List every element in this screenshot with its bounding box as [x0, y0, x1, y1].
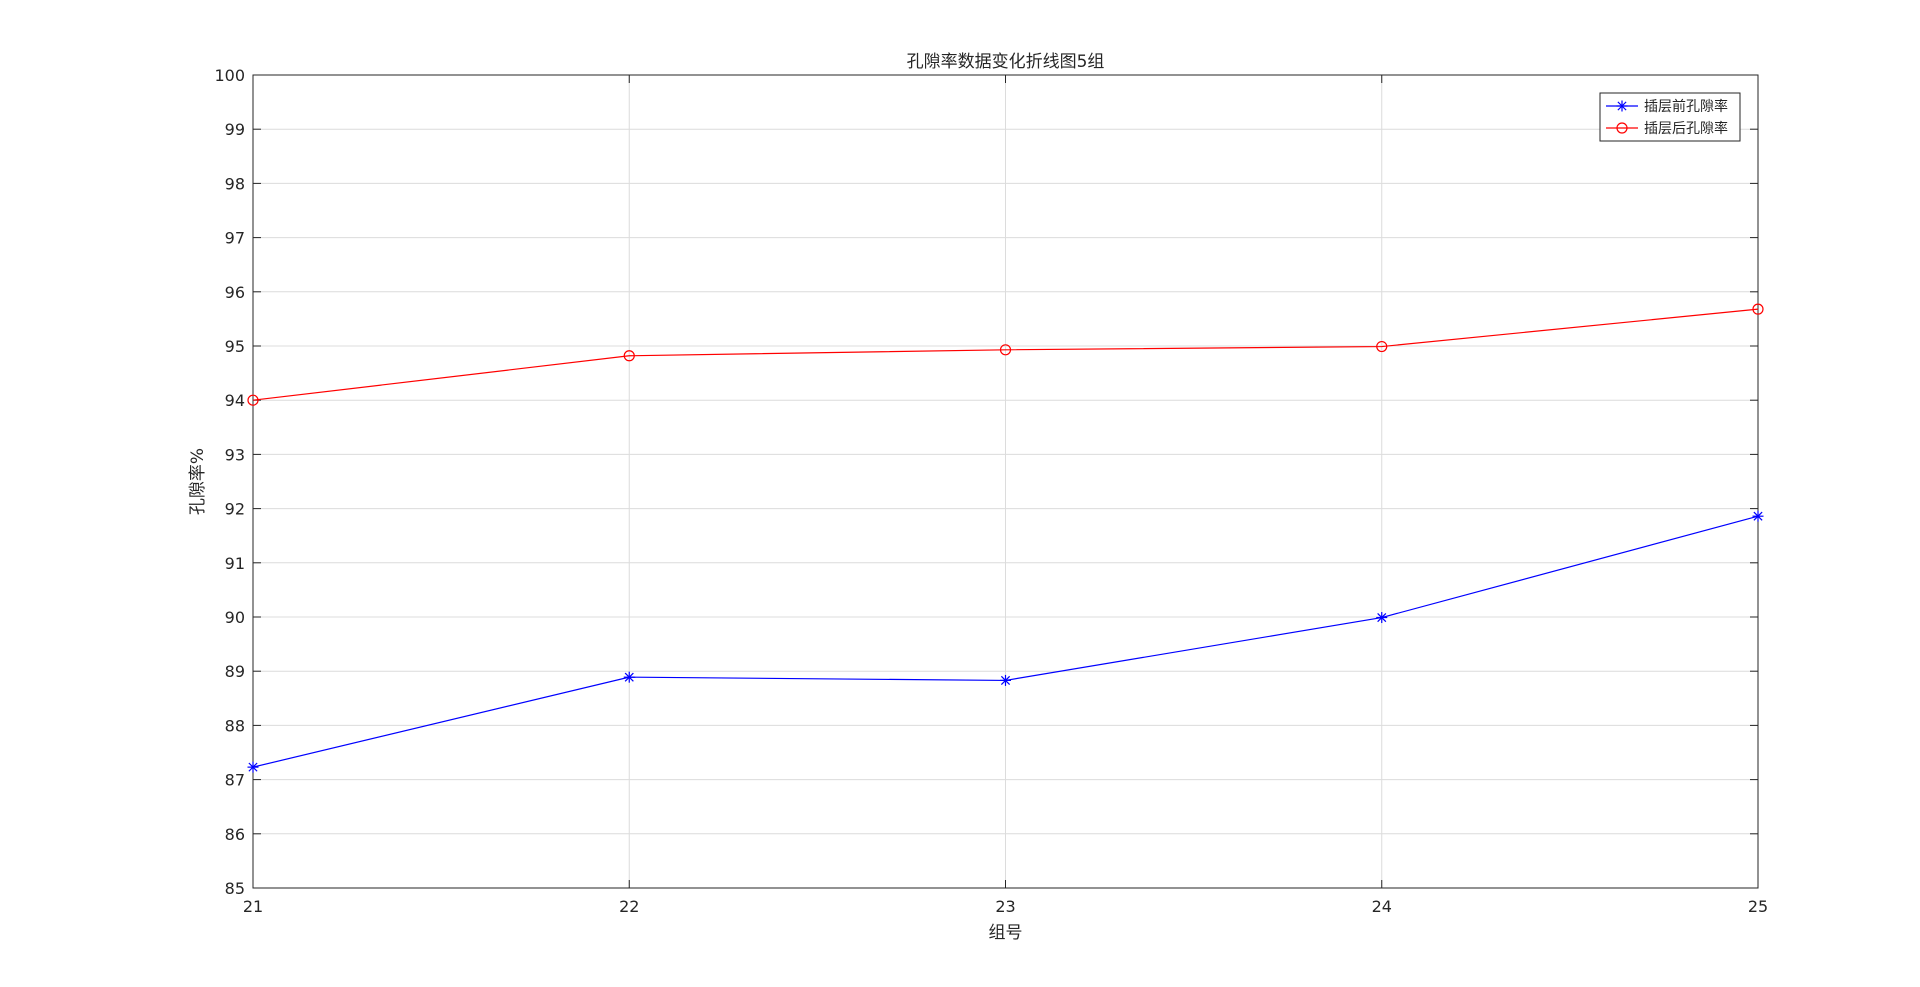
- chart-title: 孔隙率数据变化折线图5组: [907, 52, 1105, 72]
- y-tick-label: 95: [225, 337, 245, 356]
- y-tick-label: 85: [225, 879, 245, 898]
- y-axis-title: 孔隙率%: [188, 448, 208, 515]
- y-tick-label: 100: [214, 66, 245, 85]
- data-point: [1752, 303, 1764, 315]
- series-2: [247, 303, 1764, 406]
- y-tick-label: 96: [225, 283, 245, 302]
- data-point: [247, 394, 259, 406]
- data-point: [623, 671, 635, 683]
- x-axis-title: 组号: [989, 923, 1023, 943]
- legend-marker: [1616, 122, 1628, 134]
- series-layer: [247, 303, 1764, 773]
- y-tick-label: 88: [225, 716, 245, 735]
- legend-item: 插层前孔隙率: [1606, 98, 1728, 115]
- y-tick-label: 98: [225, 174, 245, 193]
- y-tick-label: 86: [225, 825, 245, 844]
- legend-label: 插层前孔隙率: [1644, 98, 1728, 115]
- data-point: [999, 344, 1012, 356]
- series-line: [252, 308, 1759, 401]
- y-tick-label: 87: [225, 771, 245, 790]
- y-tick-label: 92: [225, 500, 245, 519]
- x-tick-label: 23: [995, 897, 1015, 916]
- y-tick-label: 99: [225, 120, 245, 139]
- data-point: [1752, 510, 1764, 522]
- x-tick-label: 22: [619, 897, 639, 916]
- data-point: [1376, 612, 1388, 624]
- legend-label: 插层后孔隙率: [1644, 120, 1728, 137]
- data-point: [1376, 340, 1388, 353]
- x-tick-label: 21: [243, 897, 263, 916]
- y-tick-label: 89: [225, 662, 245, 681]
- y-tick-label: 94: [225, 391, 245, 410]
- legend-item: 插层后孔隙率: [1606, 120, 1728, 137]
- data-point: [247, 761, 259, 773]
- ticks: 85 86 87 88 89 90 91 92 93 94 95 96 97 98 99 100 21 22 23 2…: [214, 66, 1768, 916]
- y-tick-label: 91: [225, 554, 245, 573]
- x-tick-label: 24: [1372, 897, 1392, 916]
- y-tick-label: 90: [225, 608, 245, 627]
- data-point: [623, 350, 635, 362]
- y-tick-label: 97: [225, 229, 245, 248]
- x-tick-label: 25: [1748, 897, 1768, 916]
- series-1: [247, 510, 1764, 773]
- legend-marker: [1616, 100, 1628, 112]
- data-point: [1000, 674, 1011, 686]
- y-tick-label: 93: [225, 445, 245, 464]
